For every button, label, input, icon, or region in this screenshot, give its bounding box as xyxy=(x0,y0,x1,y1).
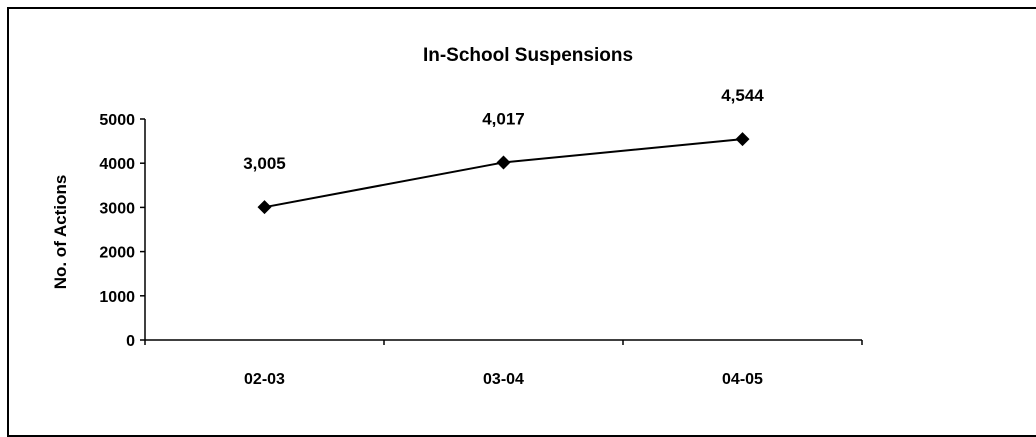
axes: 0 1000 2000 3000 4000 5000 02-03 03-04 04-05 xyxy=(99,112,863,388)
y-tick-label: 0 xyxy=(126,333,135,350)
line-chart: In-School Suspensions No. of Actions 0 10… xyxy=(51,45,863,388)
series-group: 3,005 4,017 4,544 xyxy=(243,86,764,215)
data-label: 4,544 xyxy=(721,86,764,105)
data-point-marker xyxy=(257,200,272,215)
y-tick-label: 2000 xyxy=(99,245,135,262)
data-point-marker xyxy=(735,132,750,147)
x-tick-label: 02-03 xyxy=(244,371,285,388)
y-tick-label: 5000 xyxy=(99,112,135,129)
data-label: 3,005 xyxy=(243,154,286,173)
y-axis-label: No. of Actions xyxy=(51,175,70,290)
data-label: 4,017 xyxy=(482,109,525,128)
series-line xyxy=(264,138,743,209)
data-point-marker xyxy=(496,155,511,170)
y-tick-label: 4000 xyxy=(99,156,135,173)
y-tick-label: 1000 xyxy=(99,289,135,306)
x-tick-label: 03-04 xyxy=(483,371,524,388)
x-tick-label: 04-05 xyxy=(722,371,763,388)
y-tick-label: 3000 xyxy=(99,200,135,217)
chart-title: In-School Suspensions xyxy=(423,45,633,66)
